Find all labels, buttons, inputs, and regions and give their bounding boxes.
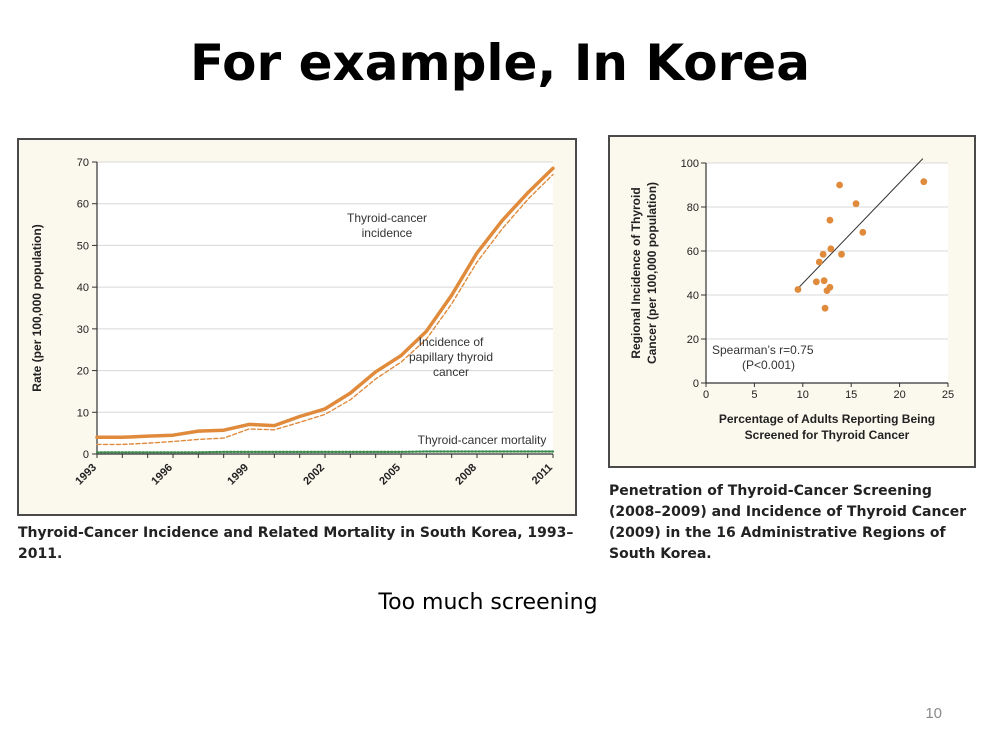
scatter-chart-caption: Penetration of Thyroid-Cancer Screening … xyxy=(609,483,967,562)
y-axis-label: Cancer (per 100,000 population) xyxy=(645,182,659,364)
trend-line xyxy=(797,158,924,289)
series-label: papillary thyroid xyxy=(409,350,493,364)
scatter-point xyxy=(859,228,867,236)
y-tick-label: 0 xyxy=(83,449,89,461)
y-tick-label: 50 xyxy=(77,240,89,252)
line-chart-panel: 0 10 20 30 40 50 60 70 1993 1996 1999 2002 2005 2008 2… xyxy=(17,138,577,516)
x-axis-label: Screened for Thyroid Cancer xyxy=(745,428,910,442)
line-chart: 0 10 20 30 40 50 60 70 1993 1996 1999 2002 2005 2008 2… xyxy=(30,157,555,488)
scatter-point xyxy=(820,277,828,285)
series-label: Thyroid-cancer mortality xyxy=(418,433,547,447)
scatter-point xyxy=(827,245,835,253)
scatter-point xyxy=(821,304,829,312)
y-tick-label: 100 xyxy=(681,158,699,170)
series-label: cancer xyxy=(433,365,469,379)
x-tick-label: 2008 xyxy=(453,462,479,488)
scatter-point xyxy=(826,216,834,224)
x-tick-label: 2005 xyxy=(377,462,403,488)
x-tick-label: 1999 xyxy=(225,462,251,488)
x-tick-label: 0 xyxy=(703,389,709,401)
y-axis-label: Rate (per 100,000 population) xyxy=(30,224,44,391)
y-tick-label: 40 xyxy=(77,282,89,294)
plot-area xyxy=(706,163,948,383)
x-axis-label: Percentage of Adults Reporting Being xyxy=(719,412,935,426)
x-tick-label: 2011 xyxy=(530,462,555,487)
scatter-chart: 0 20 40 60 80 100 0 5 10 15 20 25 Percentage of Adul… xyxy=(629,158,954,442)
scatter-point xyxy=(838,250,845,258)
scatter-point xyxy=(920,178,928,186)
correlation-annotation: (P<0.001) xyxy=(742,358,795,372)
scatter-point xyxy=(794,286,802,293)
line-chart-caption: Thyroid-Cancer Incidence and Related Mor… xyxy=(18,525,574,562)
x-tick-label: 20 xyxy=(893,389,905,401)
x-tick-label: 15 xyxy=(845,389,857,401)
page-number: 10 xyxy=(925,705,942,722)
series-label: incidence xyxy=(362,226,413,240)
x-tick-label: 1993 xyxy=(73,462,99,488)
incidence-line xyxy=(95,166,555,440)
y-tick-label: 60 xyxy=(687,246,699,258)
y-tick-label: 30 xyxy=(77,324,89,336)
scatter-point xyxy=(852,200,860,208)
y-tick-label: 0 xyxy=(693,378,699,390)
slide-title: For example, In Korea xyxy=(190,34,810,92)
x-tick-label: 5 xyxy=(751,389,757,401)
x-tick-label: 10 xyxy=(797,389,809,401)
x-tick-label: 25 xyxy=(942,389,954,401)
y-tick-label: 80 xyxy=(687,202,699,214)
plot-area xyxy=(97,162,553,454)
correlation-annotation: Spearman’s r=0.75 xyxy=(712,343,814,357)
x-tick-label: 1996 xyxy=(149,462,175,488)
y-tick-label: 60 xyxy=(77,199,89,211)
y-axis-label: Regional Incidence of Thyroid xyxy=(629,187,643,358)
y-tick-label: 20 xyxy=(687,334,699,346)
slide-subtitle: Too much screening xyxy=(378,590,598,615)
scatter-chart-panel: 0 20 40 60 80 100 0 5 10 15 20 25 Percentage of Adul… xyxy=(608,135,976,468)
scatter-point xyxy=(826,283,834,291)
series-label: Thyroid-cancer xyxy=(347,211,427,225)
mortality-line xyxy=(95,450,555,454)
scatter-point xyxy=(815,258,823,266)
y-tick-label: 70 xyxy=(77,157,89,169)
y-tick-label: 20 xyxy=(77,366,89,378)
x-tick-label: 2002 xyxy=(301,462,327,488)
y-tick-label: 10 xyxy=(77,407,89,419)
y-tick-label: 40 xyxy=(687,290,699,302)
scatter-point xyxy=(812,278,820,286)
papillary-incidence-line xyxy=(96,173,554,446)
series-label: Incidence of xyxy=(419,335,484,349)
scatter-point xyxy=(836,181,843,189)
scatter-point xyxy=(819,250,827,258)
